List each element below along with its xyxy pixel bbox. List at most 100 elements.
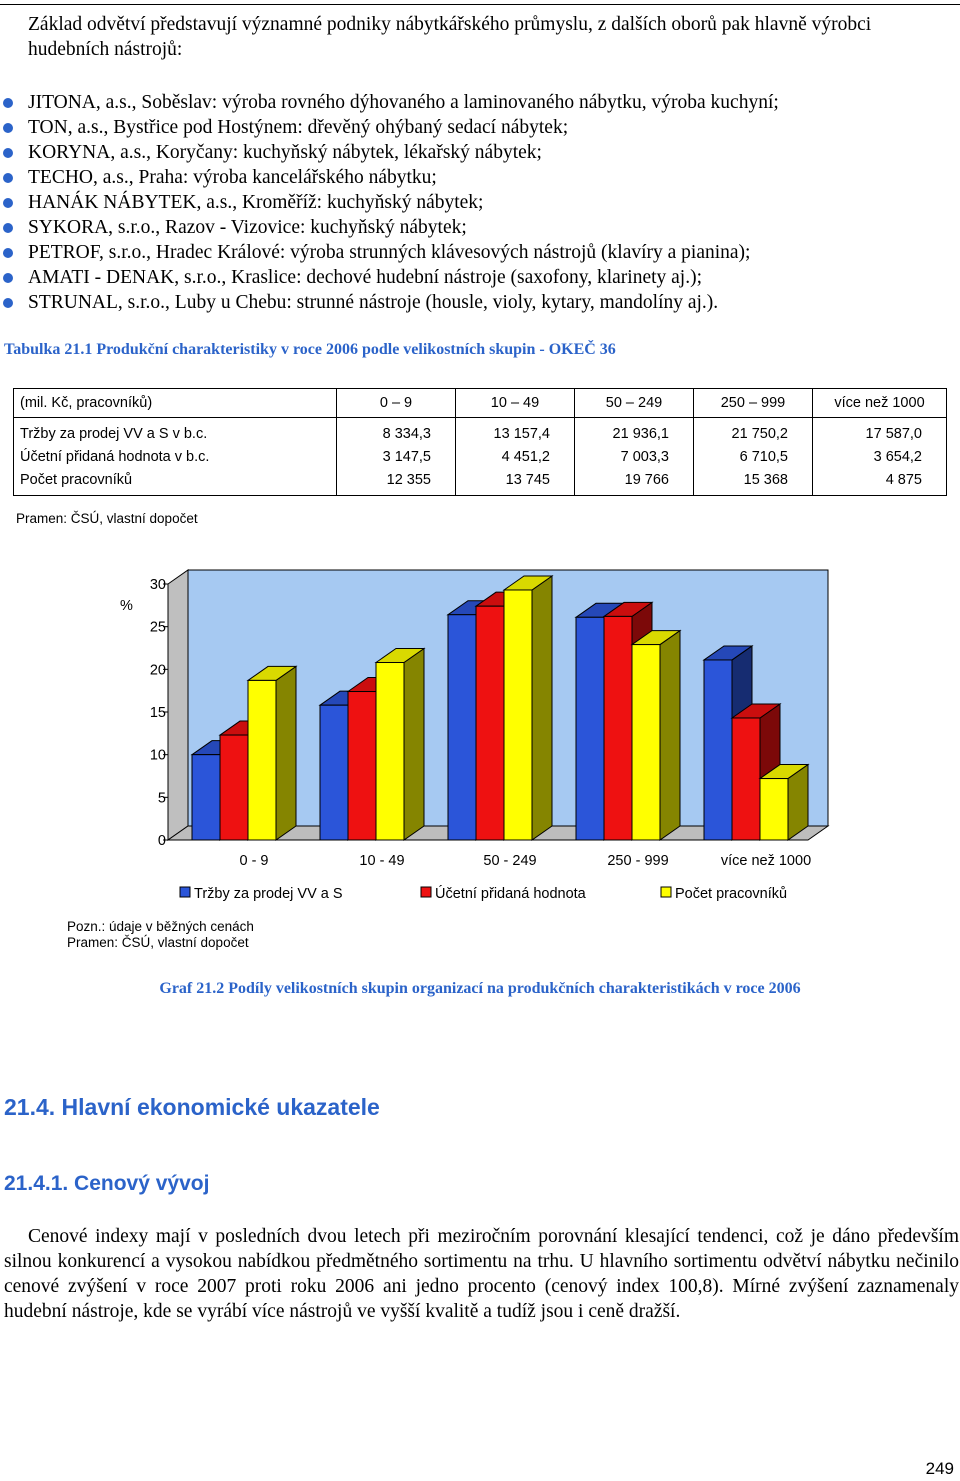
intro-text: Základ odvětví představují významné podn… xyxy=(28,14,872,60)
y-tick-label: 10 xyxy=(150,748,166,764)
table-spacer xyxy=(13,417,947,422)
bar xyxy=(703,659,733,841)
company-list: JITONA, a.s., Soběslav: výroba rovného d… xyxy=(0,90,779,315)
bullet-icon xyxy=(3,298,13,308)
table-header-cell: 250 – 999 xyxy=(693,388,813,418)
bar xyxy=(475,605,505,841)
table-cell: 13 745 xyxy=(455,468,575,496)
bar xyxy=(319,704,349,841)
list-item: HANÁK NÁBYTEK, a.s., Kroměříž: kuchyňský… xyxy=(0,190,779,215)
legend-swatch xyxy=(179,886,191,898)
list-item-text: STRUNAL, s.r.o., Luby u Chebu: strunné n… xyxy=(28,292,719,313)
bar-side xyxy=(659,629,681,841)
table-source: Pramen: ČSÚ, vlastní dopočet xyxy=(16,511,198,526)
legend-label: Tržby za prodej VV a S xyxy=(194,886,343,902)
bar xyxy=(219,734,249,841)
y-axis-label: % xyxy=(120,598,133,614)
table-cell: 12 355 xyxy=(336,468,456,496)
chart-notes: Pozn.: údaje v běžných cenách Pramen: ČS… xyxy=(67,919,254,951)
list-item-text: TECHO, a.s., Praha: výroba kancelářského… xyxy=(28,167,437,188)
table-row: Tržby za prodej VV a S v b.c. 8 334,3 13… xyxy=(13,422,947,445)
x-tick-label: 250 - 999 xyxy=(607,853,668,869)
bullet-icon xyxy=(3,248,13,258)
table-header-cell: více než 1000 xyxy=(812,388,947,418)
bullet-icon xyxy=(3,273,13,283)
y-tick-label: 0 xyxy=(158,833,166,849)
table-row: Účetní přidaná hodnota v b.c. 3 147,5 4 … xyxy=(13,445,947,468)
bar xyxy=(759,778,789,841)
y-tick-label: 30 xyxy=(150,577,166,593)
top-rule xyxy=(0,4,960,5)
bullet-icon xyxy=(3,123,13,133)
legend-swatch xyxy=(420,886,432,898)
list-item-text: SYKORA, s.r.o., Razov - Vizovice: kuchyň… xyxy=(28,217,467,238)
legend-label: Účetní přidaná hodnota xyxy=(435,885,587,902)
bar xyxy=(247,679,277,841)
table-cell: 21 750,2 xyxy=(693,422,813,445)
list-item-text: JITONA, a.s., Soběslav: výroba rovného d… xyxy=(28,92,779,113)
table-cell: 21 936,1 xyxy=(574,422,694,445)
table-header-row: (mil. Kč, pracovníků) 0 – 9 10 – 49 50 –… xyxy=(13,388,947,418)
bar xyxy=(631,644,661,841)
bullet-icon xyxy=(3,173,13,183)
bar xyxy=(191,754,221,841)
table-row: Počet pracovníků 12 355 13 745 19 766 15… xyxy=(13,468,947,496)
list-item: AMATI - DENAK, s.r.o., Kraslice: dechové… xyxy=(0,265,779,290)
list-item: SYKORA, s.r.o., Razov - Vizovice: kuchyň… xyxy=(0,215,779,240)
list-item-text: TON, a.s., Bystřice pod Hostýnem: dřevěn… xyxy=(28,117,569,138)
bar-side xyxy=(275,665,297,841)
table-cell: 15 368 xyxy=(693,468,813,496)
page-number: 249 xyxy=(925,1459,954,1478)
table-cell: 19 766 xyxy=(574,468,694,496)
table-header-cell: 50 – 249 xyxy=(574,388,694,418)
table-cell: Počet pracovníků xyxy=(13,468,337,496)
table-cell: 17 587,0 xyxy=(812,422,947,445)
y-tick-label: 25 xyxy=(150,620,166,636)
table-cell: 4 875 xyxy=(812,468,947,496)
bar xyxy=(731,717,761,841)
table-cell: Účetní přidaná hodnota v b.c. xyxy=(13,445,337,468)
list-item: PETROF, s.r.o., Hradec Králové: výroba s… xyxy=(0,240,779,265)
list-item: STRUNAL, s.r.o., Luby u Chebu: strunné n… xyxy=(0,290,779,315)
bar-chart: 0 5 10 15 20 25 30% 0 - 9 10 - 49 50 - 249 250 - 9… xyxy=(120,569,830,902)
bar xyxy=(375,662,405,841)
chart-source: Pramen: ČSÚ, vlastní dopočet xyxy=(67,935,249,950)
list-item-text: AMATI - DENAK, s.r.o., Kraslice: dechové… xyxy=(28,267,703,288)
bar-side xyxy=(531,575,553,841)
graph-caption: Graf 21.2 Podíly velikostních skupin org… xyxy=(159,980,801,997)
bullet-icon xyxy=(3,198,13,208)
y-tick-label: 20 xyxy=(150,662,166,678)
table-cell: Tržby za prodej VV a S v b.c. xyxy=(13,422,337,445)
table-cell: 6 710,5 xyxy=(693,445,813,468)
table-cell: 13 157,4 xyxy=(455,422,575,445)
chart-note: Pozn.: údaje v běžných cenách xyxy=(67,919,254,934)
x-tick-label: 50 - 249 xyxy=(483,853,536,869)
subsection-heading: 21.4.1. Cenový vývoj xyxy=(4,1172,210,1195)
list-item-text: KORYNA, a.s., Koryčany: kuchyňský nábyte… xyxy=(28,142,542,163)
list-item: TECHO, a.s., Praha: výroba kancelářského… xyxy=(0,165,779,190)
bar xyxy=(347,691,377,841)
bullet-icon xyxy=(3,223,13,233)
section-heading: 21.4. Hlavní ekonomické ukazatele xyxy=(4,1094,380,1120)
table-cell: 3 654,2 xyxy=(812,445,947,468)
table-header-cell: 10 – 49 xyxy=(455,388,575,418)
bullet-icon xyxy=(3,148,13,158)
chart-side-wall xyxy=(167,569,189,841)
bullet-icon xyxy=(3,98,13,108)
table-cell: 8 334,3 xyxy=(336,422,456,445)
bar xyxy=(575,616,605,841)
x-tick-label: 10 - 49 xyxy=(359,853,404,869)
body-paragraph: Cenové indexy mají v posledních dvou let… xyxy=(4,1226,959,1322)
table-cell: 4 451,2 xyxy=(455,445,575,468)
y-tick-label: 15 xyxy=(150,705,166,721)
table-header-cell: 0 – 9 xyxy=(336,388,456,418)
bar xyxy=(603,615,633,841)
table-cell: 3 147,5 xyxy=(336,445,456,468)
x-tick-label: více než 1000 xyxy=(721,853,811,869)
data-table: (mil. Kč, pracovníků) 0 – 9 10 – 49 50 –… xyxy=(13,388,947,496)
list-item-text: PETROF, s.r.o., Hradec Králové: výroba s… xyxy=(28,242,751,263)
table-header-cell: (mil. Kč, pracovníků) xyxy=(13,388,337,418)
list-item: JITONA, a.s., Soběslav: výroba rovného d… xyxy=(0,90,779,115)
table-cell: 7 003,3 xyxy=(574,445,694,468)
legend-swatch xyxy=(660,886,672,898)
